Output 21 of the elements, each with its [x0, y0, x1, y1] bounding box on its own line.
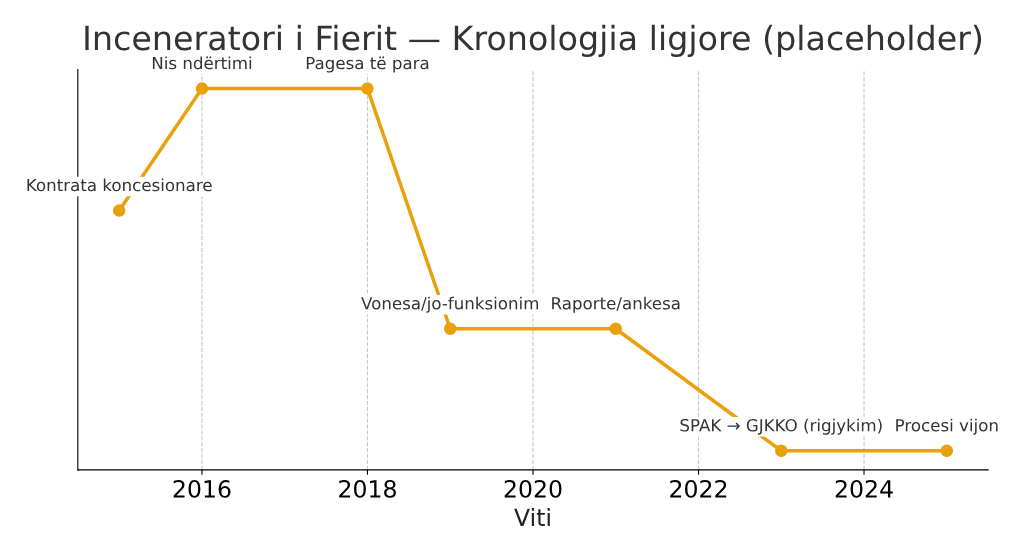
x-axis-title: Viti — [514, 507, 550, 526]
point — [940, 444, 954, 458]
annotation: Procesi vijon — [896, 418, 998, 435]
chart-title: Inceneratori i Fierit — Kronologjia ligjore (placeholder) — [85, 24, 982, 57]
annotation: SPAK → GJKKO (rigjykim) — [680, 418, 882, 435]
x-tick-label: 2016 — [173, 479, 231, 498]
x-tick-label: 2024 — [835, 479, 893, 498]
x-tick-label: 2020 — [504, 479, 562, 498]
annotation: Vonesa/jo-funksionim — [361, 296, 539, 313]
point — [361, 82, 374, 95]
x-tick-label: 2018 — [339, 479, 396, 498]
point — [775, 444, 788, 458]
annotation: Pagesa të para — [306, 56, 429, 73]
point — [609, 322, 623, 336]
annotation: Kontrata koncesionare — [27, 178, 212, 192]
point — [112, 204, 126, 217]
annotation: Raporte/ankesa — [552, 296, 680, 313]
x-tick-label: 2022 — [670, 479, 727, 498]
point — [443, 322, 457, 336]
annotation: Nis ndërtimi — [152, 56, 252, 70]
point — [195, 82, 209, 95]
